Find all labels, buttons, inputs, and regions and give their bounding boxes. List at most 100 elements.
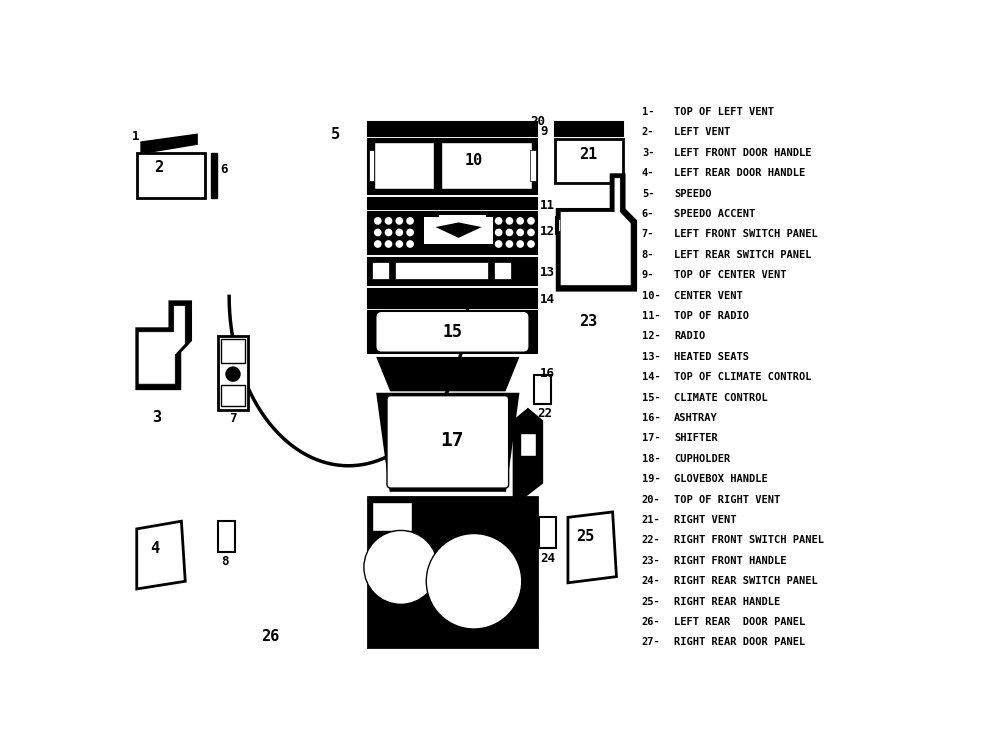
- Text: GLOVEBOX HANDLE: GLOVEBOX HANDLE: [674, 474, 768, 484]
- Text: 15-: 15-: [642, 392, 661, 403]
- Text: 16-: 16-: [642, 413, 661, 423]
- Text: 4: 4: [150, 541, 159, 556]
- Text: 3: 3: [152, 410, 161, 424]
- Text: 24: 24: [540, 552, 555, 565]
- Polygon shape: [514, 410, 542, 504]
- Text: 18: 18: [442, 520, 462, 538]
- Text: 9: 9: [540, 125, 548, 139]
- Text: 20-: 20-: [642, 495, 661, 505]
- Bar: [368, 258, 537, 285]
- Circle shape: [385, 240, 392, 248]
- Text: 12: 12: [540, 225, 555, 238]
- Text: 21: 21: [579, 147, 597, 162]
- Text: RIGHT REAR HANDLE: RIGHT REAR HANDLE: [674, 597, 780, 607]
- Polygon shape: [560, 178, 631, 286]
- Text: 14: 14: [540, 292, 555, 305]
- Bar: [441, 142, 532, 188]
- Bar: [559, 220, 576, 231]
- Circle shape: [225, 367, 241, 382]
- Circle shape: [527, 229, 535, 236]
- Text: 5-: 5-: [642, 188, 654, 199]
- Text: 17-: 17-: [642, 433, 661, 443]
- Text: 17: 17: [441, 430, 464, 450]
- Text: RIGHT FRONT HANDLE: RIGHT FRONT HANDLE: [674, 556, 787, 566]
- Text: 2-: 2-: [642, 128, 654, 137]
- Text: 23-: 23-: [642, 556, 661, 566]
- Polygon shape: [138, 305, 185, 384]
- Text: 2: 2: [154, 160, 163, 176]
- Text: 24-: 24-: [642, 576, 661, 586]
- Polygon shape: [436, 223, 482, 238]
- Text: 11: 11: [540, 200, 555, 212]
- Text: 3-: 3-: [642, 148, 654, 158]
- Polygon shape: [137, 521, 185, 589]
- Text: RIGHT FRONT SWITCH PANEL: RIGHT FRONT SWITCH PANEL: [674, 536, 824, 545]
- Bar: [368, 496, 537, 646]
- Text: LEFT FRONT DOOR HANDLE: LEFT FRONT DOOR HANDLE: [674, 148, 812, 158]
- Circle shape: [385, 229, 392, 236]
- Bar: [395, 262, 488, 279]
- Circle shape: [426, 533, 522, 629]
- FancyBboxPatch shape: [375, 311, 529, 352]
- Circle shape: [374, 240, 382, 248]
- Text: TOP OF RIGHT VENT: TOP OF RIGHT VENT: [674, 495, 780, 505]
- Text: 26: 26: [261, 629, 279, 644]
- Text: 12-: 12-: [642, 332, 661, 341]
- Text: 1-: 1-: [642, 107, 654, 117]
- Circle shape: [385, 217, 392, 225]
- Text: 4-: 4-: [642, 168, 654, 178]
- Bar: [137, 153, 205, 198]
- Text: 25-: 25-: [642, 597, 661, 607]
- Text: 7: 7: [229, 412, 237, 424]
- Bar: [520, 433, 536, 456]
- Text: LEFT VENT: LEFT VENT: [674, 128, 730, 137]
- Circle shape: [406, 240, 414, 248]
- Text: CLIMATE CONTROL: CLIMATE CONTROL: [674, 392, 768, 403]
- Bar: [555, 122, 623, 136]
- Text: RADIO: RADIO: [674, 332, 705, 341]
- Bar: [534, 375, 551, 404]
- Text: 6-: 6-: [642, 209, 654, 219]
- Text: 25: 25: [577, 529, 595, 544]
- Text: LEFT REAR DOOR HANDLE: LEFT REAR DOOR HANDLE: [674, 168, 805, 178]
- Text: 22: 22: [537, 407, 552, 420]
- Text: SPEEDO ACCENT: SPEEDO ACCENT: [674, 209, 755, 219]
- Circle shape: [495, 229, 502, 236]
- Bar: [530, 150, 536, 181]
- Text: 5: 5: [331, 128, 340, 142]
- Text: 7-: 7-: [642, 230, 654, 239]
- Polygon shape: [557, 175, 636, 290]
- Circle shape: [495, 240, 502, 248]
- Bar: [368, 311, 537, 353]
- Circle shape: [395, 229, 403, 236]
- Text: TOP OF LEFT VENT: TOP OF LEFT VENT: [674, 107, 774, 117]
- Text: 18-: 18-: [642, 454, 661, 464]
- Text: 13: 13: [540, 266, 555, 278]
- Bar: [436, 142, 439, 188]
- Text: 10: 10: [465, 152, 483, 167]
- Text: 6: 6: [220, 164, 227, 176]
- Bar: [221, 340, 245, 362]
- Bar: [221, 385, 245, 406]
- Bar: [539, 518, 556, 548]
- Text: 8-: 8-: [642, 250, 654, 259]
- Text: 1: 1: [132, 130, 140, 143]
- Bar: [218, 521, 235, 552]
- Text: 16: 16: [540, 368, 555, 380]
- Circle shape: [516, 217, 524, 225]
- Polygon shape: [141, 135, 197, 153]
- Text: HEATED SEATS: HEATED SEATS: [674, 352, 749, 362]
- Circle shape: [364, 530, 438, 605]
- Text: CENTER VENT: CENTER VENT: [674, 290, 743, 301]
- Circle shape: [395, 217, 403, 225]
- Bar: [372, 502, 412, 531]
- Circle shape: [527, 240, 535, 248]
- Text: 26-: 26-: [642, 617, 661, 627]
- Text: 20: 20: [531, 115, 546, 128]
- Circle shape: [395, 240, 403, 248]
- Circle shape: [495, 217, 502, 225]
- Bar: [368, 139, 537, 194]
- Bar: [211, 153, 217, 198]
- Bar: [555, 139, 623, 183]
- Text: 13-: 13-: [642, 352, 661, 362]
